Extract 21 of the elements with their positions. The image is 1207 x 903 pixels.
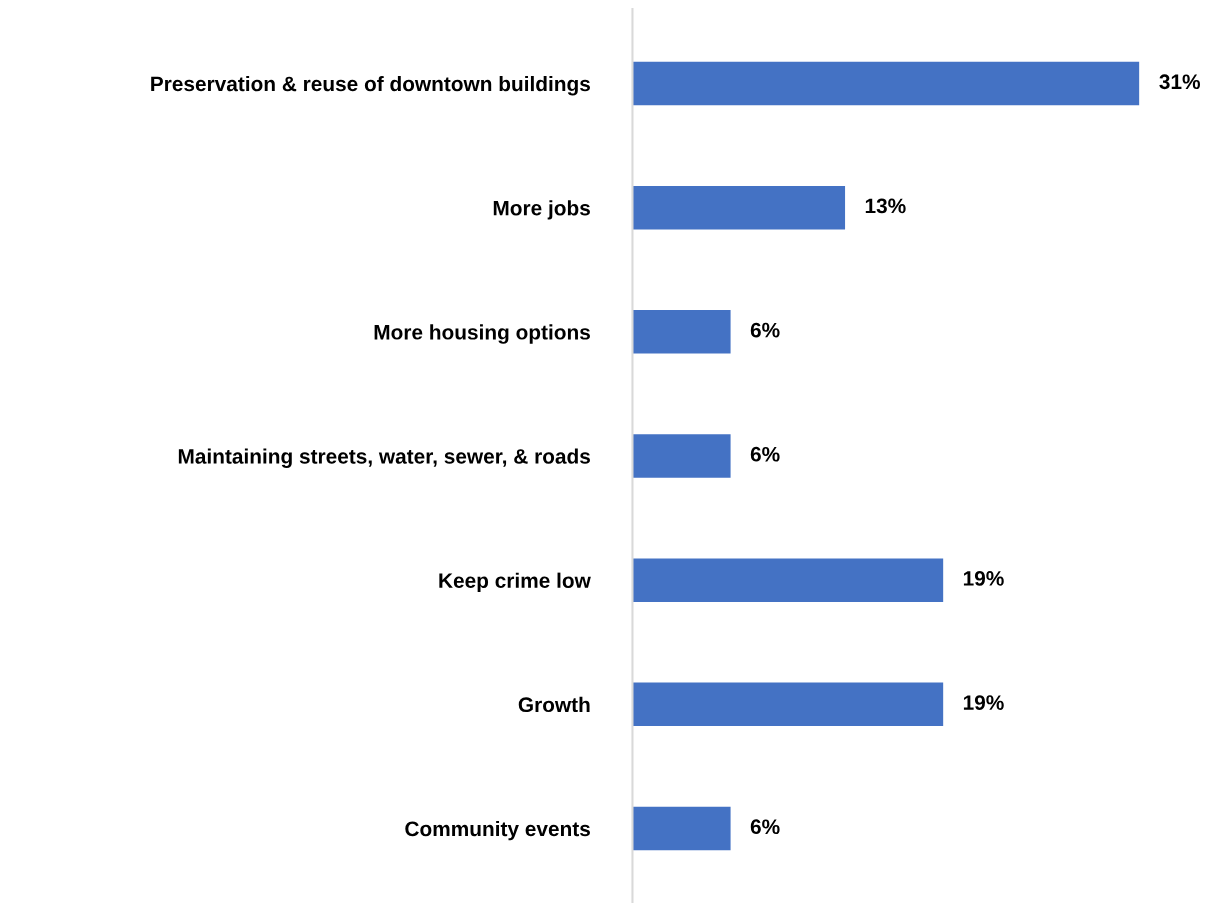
y-tick-label: Preservation & reuse of downtown buildings	[151, 75, 590, 96]
data-label: 13%	[865, 198, 906, 214]
bar	[632, 434, 731, 478]
bar	[632, 310, 731, 354]
bar	[632, 61, 1140, 106]
y-tick-label: More jobs	[493, 200, 590, 220]
data-label: 6%	[750, 446, 780, 462]
y-tick-label: Keep crime low	[439, 572, 591, 593]
bar	[632, 185, 846, 230]
bar	[632, 682, 944, 727]
y-tick-label: Growth	[518, 696, 590, 713]
data-label: 6%	[750, 819, 780, 835]
data-label: 31%	[1159, 74, 1200, 90]
data-label: 19%	[963, 695, 1004, 710]
data-label: 6%	[750, 322, 780, 338]
data-label: 19%	[963, 571, 1004, 586]
y-tick-label: More housing options	[374, 324, 590, 344]
bar	[632, 806, 731, 851]
y-tick-label: Community events	[405, 820, 590, 841]
bar	[632, 558, 944, 602]
y-tick-label: Maintaining streets, water, sewer, & roads	[178, 448, 590, 468]
